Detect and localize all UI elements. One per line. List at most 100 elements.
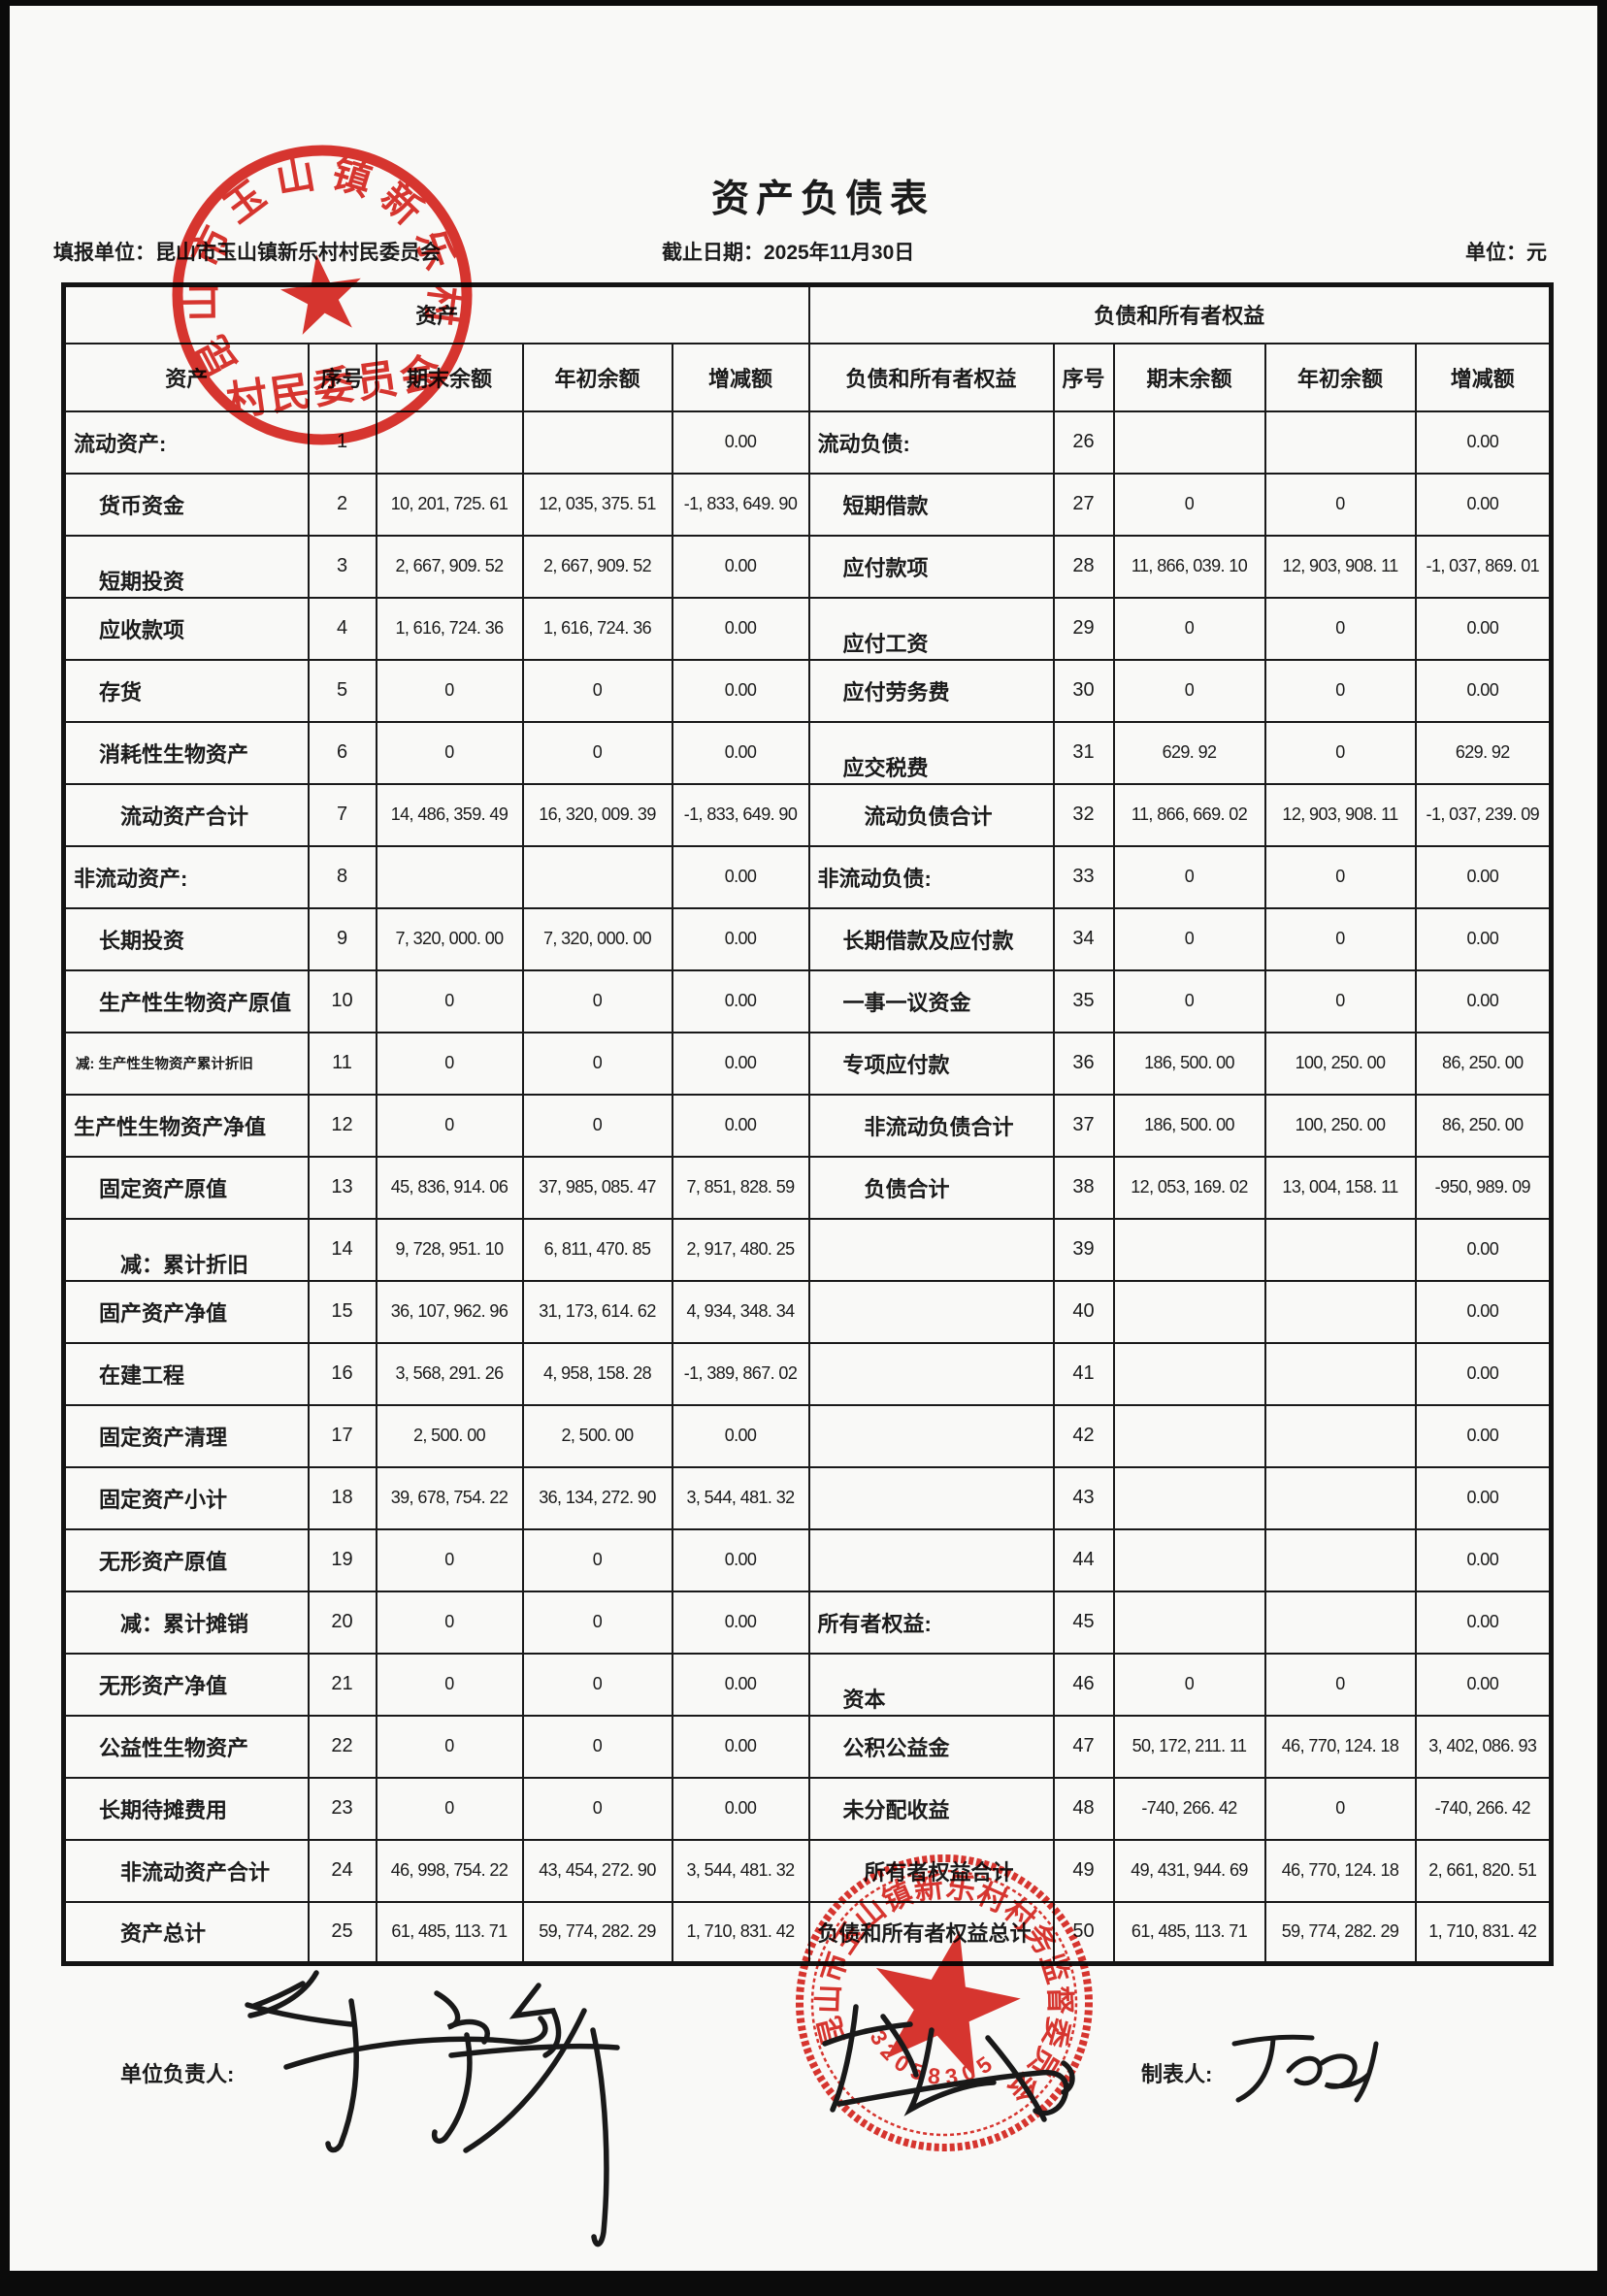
table-row: 货币资金 2 10, 201, 725. 61 12, 035, 375. 51 -1,… — [62, 472, 1553, 537]
liability-item-label: 公积公益金 — [807, 1714, 1055, 1779]
table-row: 无形资产原值 19 0 0 0.00 44 0.00 — [62, 1527, 1553, 1592]
asset-seq-cell: 19 — [307, 1527, 377, 1592]
table-row: 非流动资产: 8 0.00 非流动负债: 33 0 0 0.00 — [62, 844, 1553, 909]
asset-beginning-balance: 12, 035, 375. 51 — [521, 472, 673, 537]
asset-change-amount: 0.00 — [671, 1652, 810, 1717]
liability-ending-balance — [1112, 1217, 1266, 1282]
liability-change-amount: 0.00 — [1414, 1527, 1553, 1592]
asset-change-amount: 0.00 — [671, 1031, 810, 1096]
asset-seq-cell: 14 — [307, 1217, 377, 1282]
liability-ending-balance: 0 — [1112, 596, 1266, 661]
asset-item-label: 减：累计摊销 — [62, 1590, 310, 1655]
liability-item-label: 非流动负债: — [807, 844, 1055, 909]
asset-item-label: 固定资产小计 — [62, 1465, 310, 1530]
table-row: 固定资产清理 17 2, 500. 00 2, 500. 00 0.00 42 0.00 — [62, 1403, 1553, 1468]
liability-change-amount: 0.00 — [1414, 472, 1553, 537]
asset-change-amount: -1, 833, 649. 90 — [671, 782, 810, 847]
report-info-line: 填报单位：昆山市玉山镇新乐村村民委员会 截止日期：2025年11月30日 单位：… — [10, 237, 1597, 266]
liability-item-label — [807, 1465, 1055, 1530]
asset-beginning-balance: 0 — [521, 720, 673, 785]
table-row: 减：累计折旧 14 9, 728, 951. 10 6, 811, 470. 85 2,… — [62, 1217, 1553, 1282]
liability-change-amount: 629. 92 — [1414, 720, 1553, 785]
asset-item-label: 无形资产净值 — [62, 1652, 310, 1717]
asset-ending-balance: 39, 678, 754. 22 — [375, 1465, 524, 1530]
liability-change-amount: 1, 710, 831. 42 — [1414, 1900, 1553, 1965]
liability-ending-balance: 186, 500. 00 — [1112, 1031, 1266, 1096]
table-row: 应收款项 4 1, 616, 724. 36 1, 616, 724. 36 0.00 应… — [62, 596, 1553, 661]
liability-seq-cell: 42 — [1052, 1403, 1115, 1468]
liabilities-section-header: 负债和所有者权益 — [807, 283, 1553, 344]
table-row: 固定资产小计 18 39, 678, 754. 22 36, 134, 272. 90… — [62, 1465, 1553, 1530]
table-row: 长期待摊费用 23 0 0 0.00 未分配收益 48 -740, 266. 42 0 -740,… — [62, 1776, 1553, 1841]
table-row: 存货 5 0 0 0.00 应付劳务费 30 0 0 0.00 — [62, 658, 1553, 723]
asset-ending-balance: 0 — [375, 968, 524, 1033]
asset-seq-cell: 7 — [307, 782, 377, 847]
asset-beginning-balance: 43, 454, 272. 90 — [521, 1838, 673, 1903]
star-icon — [875, 1930, 1021, 2078]
asset-seq-cell: 3 — [307, 534, 377, 599]
asset-ending-balance: 0 — [375, 1652, 524, 1717]
liability-seq-cell: 39 — [1052, 1217, 1115, 1282]
asset-beginning-balance: 0 — [521, 1527, 673, 1592]
liability-seq-cell: 47 — [1052, 1714, 1115, 1779]
liability-item-label: 一事一议资金 — [807, 968, 1055, 1033]
asset-ending-balance: 2, 667, 909. 52 — [375, 534, 524, 599]
asset-change-amount: 0.00 — [671, 410, 810, 475]
liability-seq-cell: 27 — [1052, 472, 1115, 537]
asset-change-amount: -1, 833, 649. 90 — [671, 472, 810, 537]
liability-item-label: 应付款项 — [807, 534, 1055, 599]
asset-ending-balance — [375, 410, 524, 475]
asset-change-amount: 3, 544, 481. 32 — [671, 1465, 810, 1530]
asset-ending-balance: 45, 836, 914. 06 — [375, 1155, 524, 1220]
liability-seq-cell: 50 — [1052, 1900, 1115, 1965]
liability-beginning-balance: 0 — [1263, 472, 1417, 537]
liability-seq-cell: 32 — [1052, 782, 1115, 847]
table-row: 无形资产净值 21 0 0 0.00 资本 46 0 0 0.00 — [62, 1652, 1553, 1717]
liability-seq-cell: 28 — [1052, 534, 1115, 599]
liability-change-amount: 86, 250. 00 — [1414, 1031, 1553, 1096]
liability-change-amount: 0.00 — [1414, 1403, 1553, 1468]
liability-ending-balance: 0 — [1112, 844, 1266, 909]
liability-change-amount: 0.00 — [1414, 1279, 1553, 1344]
asset-seq-cell: 5 — [307, 658, 377, 723]
table-row: 资产总计 25 61, 485, 113. 71 59, 774, 282. 29 1,… — [62, 1900, 1553, 1965]
liability-item-label: 流动负债合计 — [807, 782, 1055, 847]
liability-beginning-balance: 100, 250. 00 — [1263, 1031, 1417, 1096]
liability-seq-cell: 29 — [1052, 596, 1115, 661]
asset-seq-cell: 2 — [307, 472, 377, 537]
col-header-liability-ending: 期末余额 — [1112, 342, 1266, 412]
liability-ending-balance: 61, 485, 113. 71 — [1112, 1900, 1266, 1965]
asset-item-label: 消耗性生物资产 — [62, 720, 310, 785]
liability-beginning-balance — [1263, 1590, 1417, 1655]
liability-change-amount: 0.00 — [1414, 906, 1553, 971]
liability-ending-balance — [1112, 410, 1266, 475]
preparer-label: 制表人: — [1141, 2062, 1213, 2086]
balance-sheet-table: 资产 负债和所有者权益 资产 序号 期末余额 年初余额 增减额 负债和所有者权益… — [61, 282, 1555, 1966]
village-committee-seal: 昆山市玉山镇新乐村 村民委员会 — [160, 134, 475, 445]
liability-beginning-balance: 0 — [1263, 844, 1417, 909]
liability-item-label: 所有者权益: — [807, 1590, 1055, 1655]
asset-item-label: 短期投资 — [62, 534, 310, 599]
asset-beginning-balance: 0 — [521, 658, 673, 723]
asset-ending-balance: 46, 998, 754. 22 — [375, 1838, 524, 1903]
asset-seq-cell: 8 — [307, 844, 377, 909]
asset-change-amount: 2, 917, 480. 25 — [671, 1217, 810, 1282]
liability-ending-balance: 50, 172, 211. 11 — [1112, 1714, 1266, 1779]
liability-item-label — [807, 1341, 1055, 1406]
liability-seq-cell: 33 — [1052, 844, 1115, 909]
asset-seq-cell: 16 — [307, 1341, 377, 1406]
liability-item-label — [807, 1217, 1055, 1282]
asset-seq-cell: 4 — [307, 596, 377, 661]
star-icon — [279, 254, 361, 335]
col-header-asset-seq: 序号 — [307, 342, 377, 412]
asset-seq-cell: 11 — [307, 1031, 377, 1096]
col-header-liability-seq: 序号 — [1052, 342, 1115, 412]
asset-ending-balance: 0 — [375, 1527, 524, 1592]
asset-beginning-balance: 2, 500. 00 — [521, 1403, 673, 1468]
liability-item-label — [807, 1279, 1055, 1344]
liability-ending-balance: 11, 866, 669. 02 — [1112, 782, 1266, 847]
liability-seq-cell: 34 — [1052, 906, 1115, 971]
asset-item-label: 减: 生产性生物资产累计折旧 — [62, 1031, 310, 1096]
asset-item-label: 长期投资 — [62, 906, 310, 971]
liability-item-label: 非流动负债合计 — [807, 1093, 1055, 1158]
